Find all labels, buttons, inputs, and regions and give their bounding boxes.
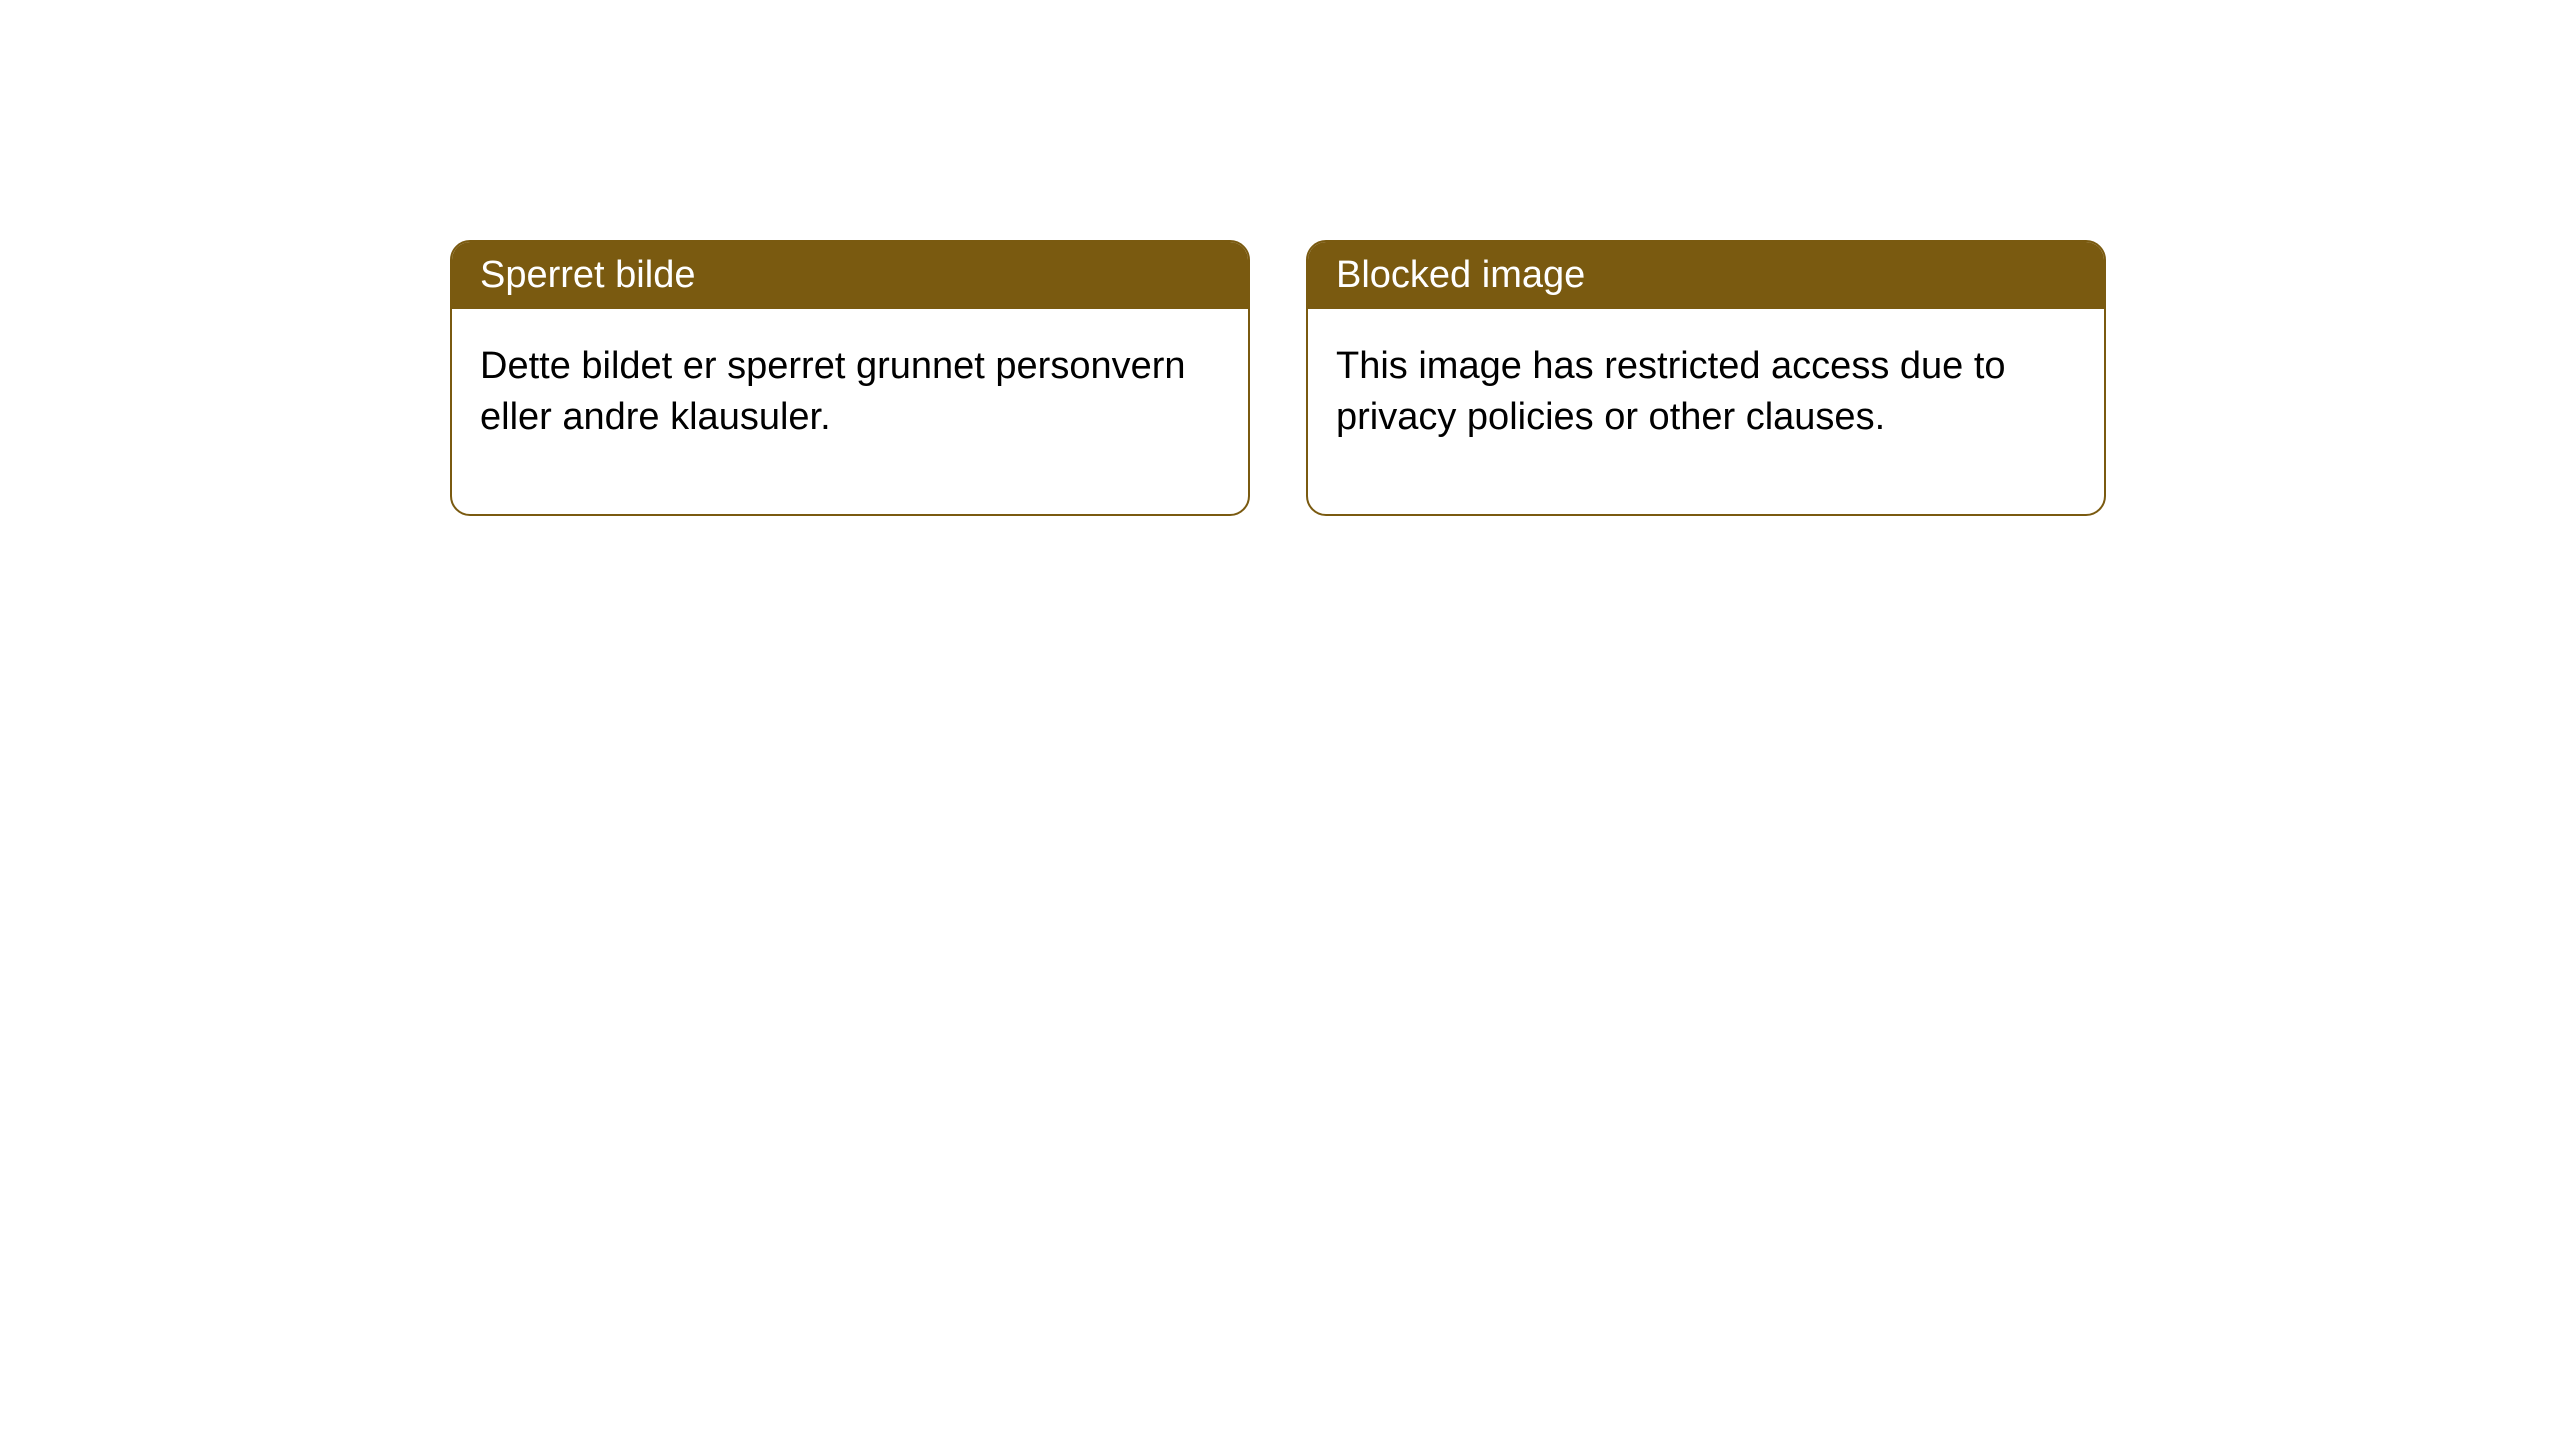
card-header: Blocked image [1308,242,2104,309]
card-body-text: Dette bildet er sperret grunnet personve… [480,345,1186,438]
card-title: Sperret bilde [480,254,695,296]
card-header: Sperret bilde [452,242,1248,309]
card-body: Dette bildet er sperret grunnet personve… [452,309,1248,514]
card-body-text: This image has restricted access due to … [1336,345,2006,438]
blocked-image-card-no: Sperret bilde Dette bildet er sperret gr… [450,240,1250,516]
card-title: Blocked image [1336,254,1585,296]
card-body: This image has restricted access due to … [1308,309,2104,514]
blocked-image-card-en: Blocked image This image has restricted … [1306,240,2106,516]
card-container: Sperret bilde Dette bildet er sperret gr… [450,240,2560,516]
